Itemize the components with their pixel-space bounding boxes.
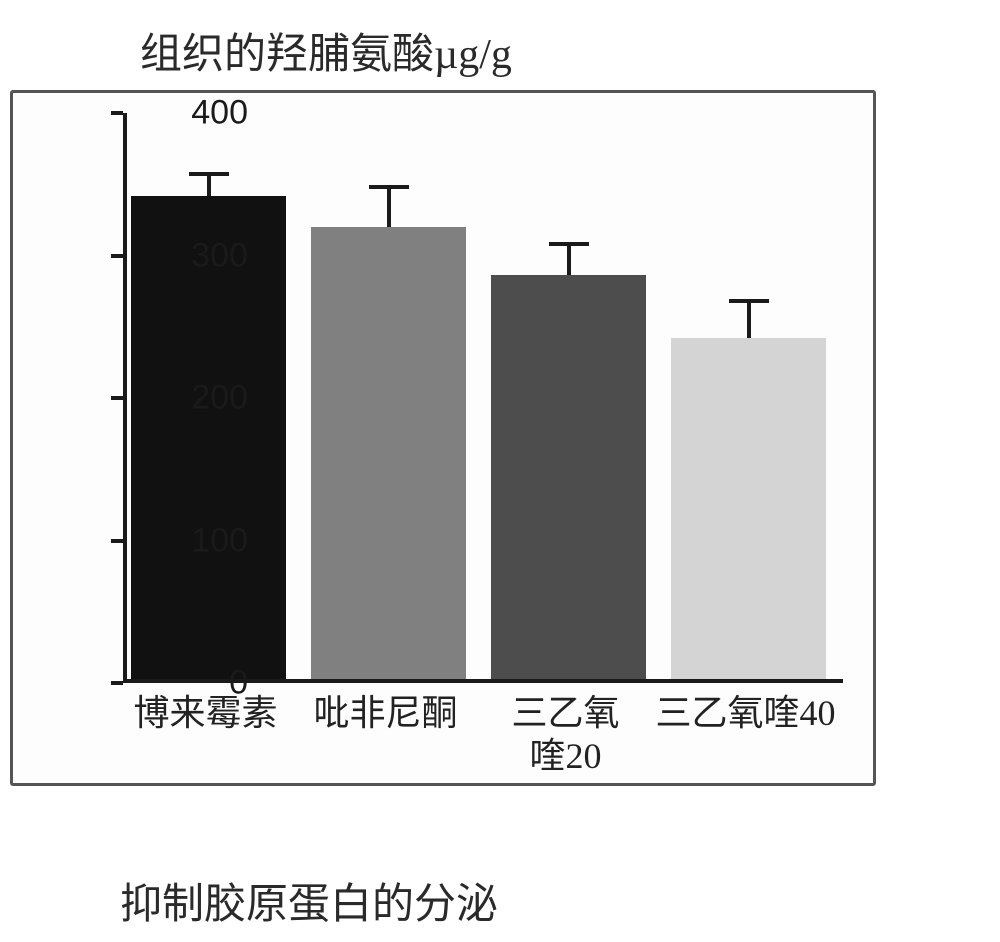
error-bar [567,244,571,275]
error-cap [729,299,769,303]
x-category-label: 三乙氧 喹20 [468,692,663,778]
y-tick-label: 100 [191,521,248,560]
error-bar [747,301,751,338]
chart-container: 组织的羟脯氨酸µg/g 0100200300400 抑制胶原蛋白的分泌 博来霉素… [0,0,1000,942]
bar [311,227,466,679]
x-category-label: 三乙氧喹40 [648,692,843,735]
y-tick [111,539,123,543]
y-tick-label: 400 [191,94,248,133]
bar [491,275,646,679]
bar [671,338,826,679]
y-tick [111,396,123,400]
chart-caption: 抑制胶原蛋白的分泌 [120,870,498,931]
x-category-label: 吡非尼酮 [288,692,483,735]
x-category-label: 博来霉素 [108,692,303,735]
y-tick-label: 200 [191,379,248,418]
y-tick [111,111,123,115]
chart-title: 组织的羟脯氨酸µg/g [140,20,512,81]
error-cap [549,242,589,246]
chart-frame: 0100200300400 [10,90,876,786]
y-tick-label: 300 [191,236,248,275]
error-cap [369,185,409,189]
error-cap [189,172,229,176]
error-bar [387,187,391,227]
y-axis [123,113,127,683]
error-bar [207,174,211,195]
y-tick [111,681,123,685]
y-tick [111,254,123,258]
